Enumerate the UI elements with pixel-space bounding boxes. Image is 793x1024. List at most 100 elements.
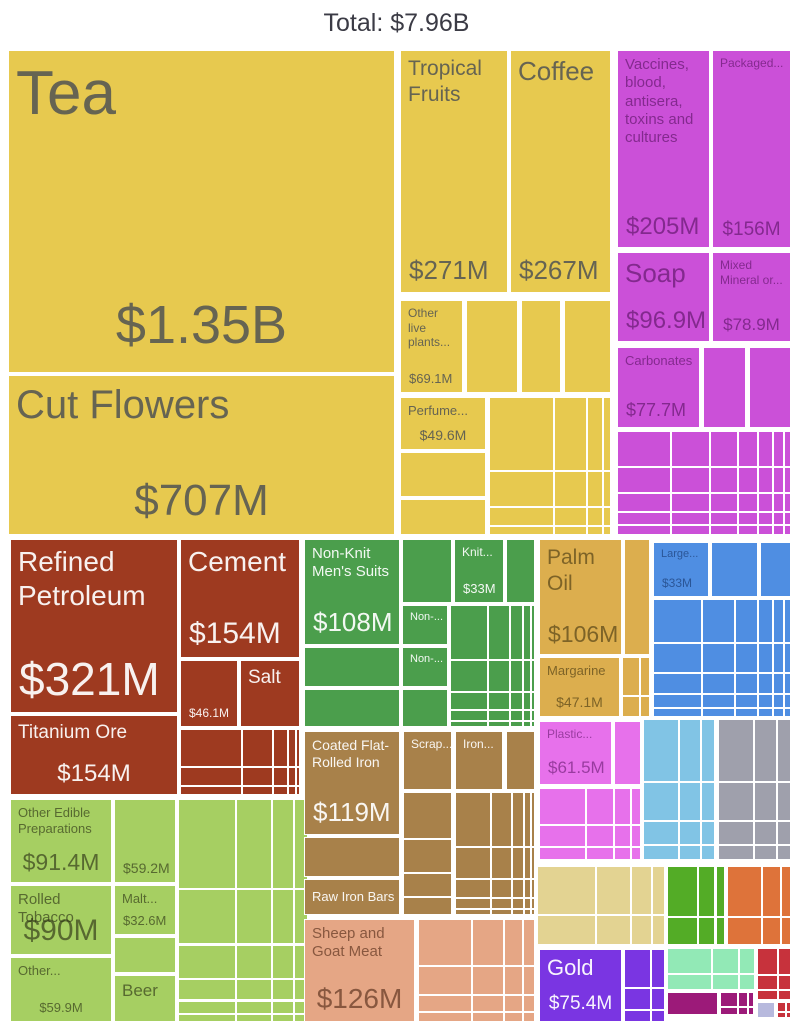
treemap-cell[interactable] (671, 493, 711, 512)
treemap-cell[interactable] (617, 467, 672, 494)
treemap-cell[interactable] (455, 792, 491, 848)
treemap-cell[interactable] (450, 720, 489, 727)
treemap-cell[interactable] (523, 710, 531, 721)
treemap-cell[interactable] (450, 710, 489, 721)
treemap-cell[interactable] (488, 659, 511, 692)
treemap-cell[interactable] (701, 781, 715, 821)
treemap-cell[interactable] (702, 673, 736, 694)
treemap-cell[interactable] (653, 673, 702, 694)
treemap-cell[interactable] (778, 990, 791, 1000)
treemap-cell[interactable] (236, 944, 272, 979)
treemap-cell[interactable] (785, 1002, 792, 1012)
treemap-cell[interactable] (758, 511, 773, 526)
treemap-cell[interactable] (631, 915, 653, 945)
treemap-cell[interactable] (653, 599, 702, 644)
treemap-cell[interactable] (735, 707, 758, 717)
treemap-cell[interactable] (757, 948, 779, 975)
cell-sheep-and-goat-meat[interactable]: Sheep and Goat Meat $126M (304, 919, 415, 1022)
treemap-cell[interactable] (701, 820, 715, 845)
treemap-cell[interactable] (511, 898, 524, 909)
treemap-cell[interactable] (758, 707, 774, 717)
treemap-cell[interactable] (511, 792, 524, 848)
treemap-cell[interactable] (506, 539, 535, 603)
treemap-cell[interactable] (617, 525, 672, 535)
treemap-cell[interactable] (738, 431, 759, 468)
treemap-cell[interactable] (523, 994, 535, 1012)
cell-palm-oil[interactable]: Palm Oil $106M (539, 539, 622, 655)
treemap-cell[interactable] (727, 917, 762, 945)
treemap-cell[interactable] (288, 729, 297, 767)
treemap-cell[interactable] (511, 879, 524, 898)
treemap-cell[interactable] (523, 898, 531, 909)
cell-scrap[interactable]: Scrap... (403, 731, 452, 790)
treemap-cell[interactable] (711, 542, 758, 597)
cell-59-2m[interactable]: $59.2M (114, 799, 176, 883)
treemap-cell[interactable] (488, 691, 511, 710)
treemap-cell[interactable] (510, 659, 524, 692)
treemap-cell[interactable] (671, 525, 711, 535)
treemap-cell[interactable] (622, 657, 641, 696)
treemap-cell[interactable] (710, 525, 739, 535)
cell-tea[interactable]: Tea $1.35B (8, 50, 395, 373)
treemap-cell[interactable] (757, 990, 779, 1000)
treemap-cell[interactable] (698, 866, 716, 917)
treemap-cell[interactable] (778, 974, 791, 991)
treemap-cell[interactable] (748, 1006, 754, 1015)
treemap-cell[interactable] (738, 992, 749, 1007)
cell-plastic[interactable]: Plastic... $61.5M (539, 721, 612, 785)
treemap-cell[interactable] (530, 605, 535, 660)
treemap-cell[interactable] (783, 643, 791, 674)
treemap-cell[interactable] (489, 397, 555, 471)
treemap-cell[interactable] (236, 888, 272, 945)
treemap-cell[interactable] (754, 719, 777, 782)
treemap-cell[interactable] (773, 431, 784, 468)
treemap-cell[interactable] (650, 1010, 665, 1022)
treemap-cell[interactable] (554, 507, 587, 526)
treemap-cell[interactable] (650, 988, 665, 1011)
treemap-cell[interactable] (491, 879, 512, 898)
treemap-cell[interactable] (785, 1012, 792, 1018)
treemap-cell[interactable] (624, 539, 650, 655)
treemap-cell[interactable] (667, 917, 699, 945)
treemap-cell[interactable] (488, 605, 511, 660)
treemap-cell[interactable] (738, 974, 755, 990)
treemap-cell[interactable] (236, 979, 272, 1001)
treemap-cell[interactable] (402, 539, 452, 603)
treemap-cell[interactable] (643, 781, 679, 821)
treemap-cell[interactable] (539, 824, 586, 847)
treemap-cell[interactable] (720, 992, 739, 1007)
treemap-cell[interactable] (554, 470, 587, 508)
treemap-cell[interactable] (523, 847, 531, 880)
treemap-cell[interactable] (777, 781, 791, 821)
treemap-cell[interactable] (296, 785, 300, 795)
treemap-cell[interactable] (718, 719, 755, 782)
cell-other-edible-preparations[interactable]: Other Edible Preparations $91.4M (10, 799, 112, 883)
treemap-cell[interactable] (761, 917, 781, 945)
treemap-cell[interactable] (504, 966, 524, 995)
treemap-cell[interactable] (773, 643, 784, 674)
treemap-cell[interactable] (114, 937, 176, 973)
treemap-cell[interactable] (777, 1012, 786, 1018)
treemap-cell[interactable] (271, 944, 295, 979)
treemap-cell[interactable] (403, 873, 452, 898)
treemap-cell[interactable] (586, 507, 603, 526)
treemap-cell[interactable] (727, 866, 762, 917)
treemap-cell[interactable] (450, 659, 489, 692)
treemap-cell[interactable] (530, 898, 535, 909)
cell-cut-flowers[interactable]: Cut Flowers $707M (8, 375, 395, 535)
treemap-cell[interactable] (783, 431, 791, 468)
treemap-cell[interactable] (180, 785, 242, 795)
treemap-cell[interactable] (698, 917, 716, 945)
treemap-cell[interactable] (735, 599, 758, 644)
treemap-cell[interactable] (617, 431, 672, 468)
treemap-cell[interactable] (455, 898, 491, 909)
treemap-cell[interactable] (271, 799, 295, 889)
treemap-cell[interactable] (702, 707, 736, 717)
treemap-cell[interactable] (236, 1013, 272, 1022)
treemap-cell[interactable] (530, 720, 535, 727)
treemap-cell[interactable] (701, 719, 715, 782)
treemap-cell[interactable] (710, 511, 739, 526)
treemap-cell[interactable] (773, 511, 784, 526)
treemap-cell[interactable] (539, 846, 586, 860)
treemap-cell[interactable] (510, 710, 524, 721)
